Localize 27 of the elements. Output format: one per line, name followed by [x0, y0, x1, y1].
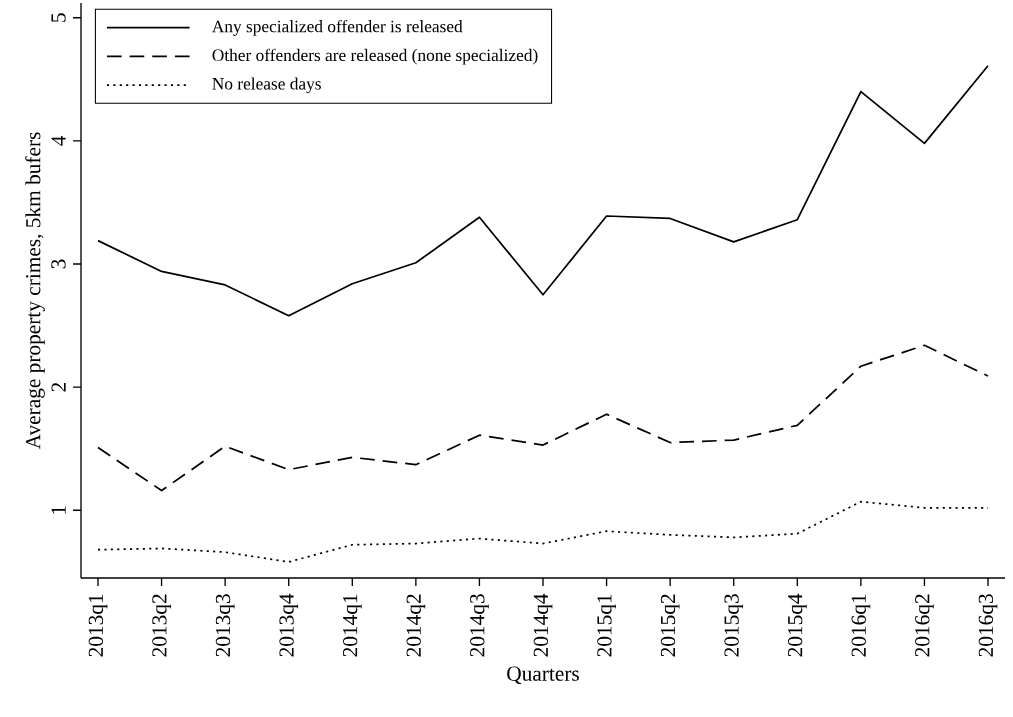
x-tick-label: 2014q4: [533, 593, 553, 657]
x-tick-label: 2014q1: [342, 594, 362, 657]
line-series: [97, 64, 989, 317]
legend-label: Any specialized offender is released: [211, 19, 463, 36]
x-tick-label: 2016q1: [851, 594, 871, 657]
x-tick-label: 2015q2: [660, 594, 680, 657]
x-tick-label: 2014q3: [470, 594, 489, 657]
x-axis-title: Quarters: [507, 666, 579, 685]
line-series: [97, 344, 989, 492]
x-tick-label: 2015q1: [597, 594, 616, 657]
x-tick-label: 2013q2: [152, 594, 171, 657]
x-tick-label: 2016q3: [978, 594, 998, 657]
x-tick-label: 2013q4: [279, 593, 299, 657]
x-tick-label: 2015q4: [787, 593, 807, 657]
y-tick-label: 4: [51, 135, 66, 146]
legend-label: No release days: [212, 77, 321, 94]
x-tick-label: 2014q2: [406, 594, 426, 657]
x-tick-label: 2013q3: [215, 594, 235, 657]
y-tick-label: 3: [51, 259, 66, 269]
y-axis-title: Average property crimes, 5km bufers: [25, 132, 45, 450]
y-tick-label: 1: [51, 506, 66, 514]
x-tick-label: 2015q3: [724, 594, 744, 657]
y-tick-label: 2: [51, 382, 66, 392]
y-tick-label: 5: [51, 13, 66, 22]
legend-label: Other offenders are released (none specialized): [212, 48, 538, 65]
x-tick-label: 2013q1: [88, 594, 108, 657]
x-tick-label: 2016q2: [915, 594, 934, 657]
